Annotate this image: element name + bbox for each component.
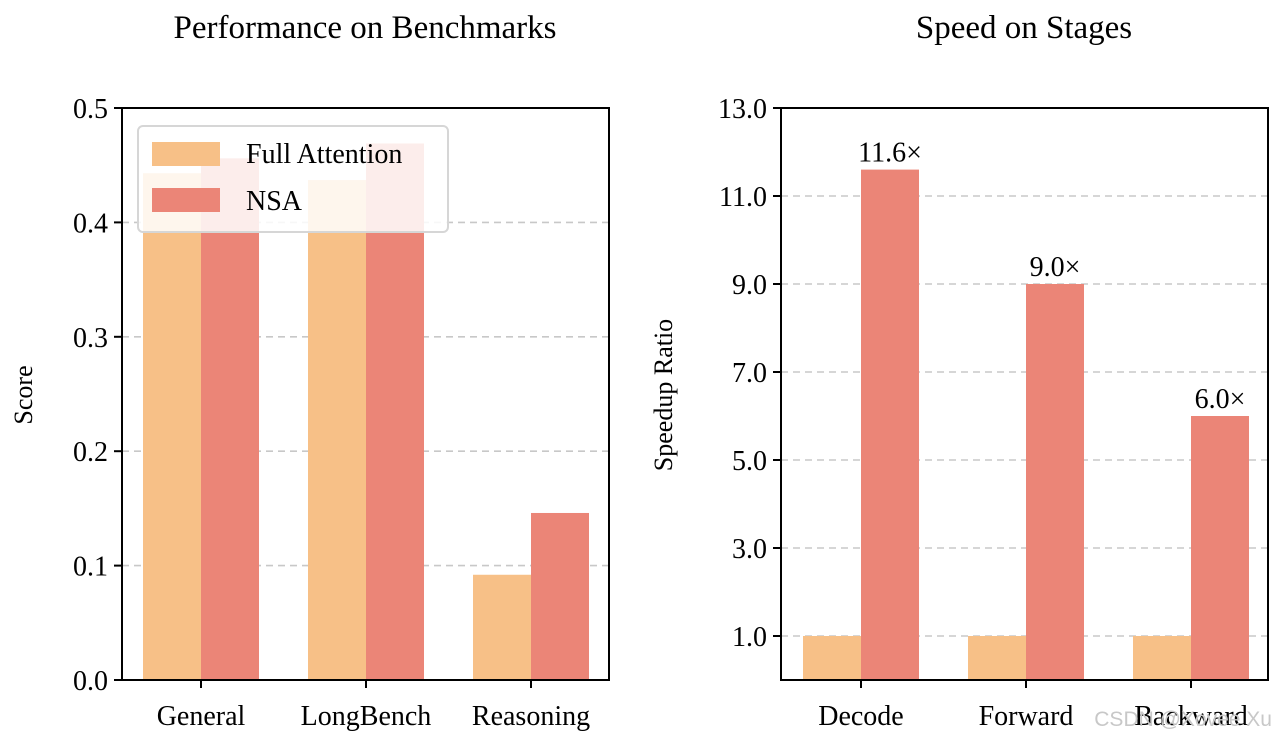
bar-nsa (1191, 416, 1249, 680)
bar-full-attention (1133, 636, 1191, 680)
y-ticks: 1.0 3.0 5.0 7.0 9.0 11.0 13.0 (718, 94, 781, 653)
y-tick-label: 13.0 (718, 94, 767, 125)
bar-nsa (531, 512, 589, 680)
x-tick-label: Decode (818, 701, 904, 732)
y-tick-label: 0.3 (73, 323, 108, 354)
x-tick-label: Backward (1134, 701, 1248, 732)
y-axis-label: Speedup Ratio (649, 319, 678, 471)
y-tick-label: 0.5 (73, 94, 108, 125)
data-label: 6.0× (1195, 384, 1246, 415)
bar-full-attention (308, 180, 366, 680)
legend-label-full-attention: Full Attention (246, 139, 402, 170)
bar-full-attention (803, 636, 861, 680)
chart-performance: Performance on Benchmarks Score 0.00.10.… (9, 10, 610, 732)
y-tick-label: 1.0 (732, 622, 767, 653)
data-label: 9.0× (1030, 252, 1081, 283)
x-tick-label: LongBench (301, 701, 432, 732)
y-ticks: 0.0 0.1 0.2 0.3 0.4 0.5 (73, 94, 122, 697)
y-tick-label: 9.0 (732, 270, 767, 301)
bar-full-attention (143, 173, 201, 680)
y-tick-label: 0.0 (73, 666, 108, 697)
chart-speed: Speed on Stages Speedup Ratio 11.6× 9.0× 6… (649, 10, 1269, 732)
watermark: CSDN @Xovee Xu (1094, 708, 1272, 731)
bar-nsa (1026, 284, 1084, 680)
x-tick-label: Reasoning (472, 701, 590, 732)
bar-full-attention (968, 636, 1026, 680)
y-axis-label: Score (9, 365, 38, 424)
chart-title: Speed on Stages (916, 10, 1132, 46)
legend-label-nsa: NSA (246, 186, 303, 217)
legend-swatch-nsa (152, 188, 220, 212)
y-tick-label: 3.0 (732, 534, 767, 565)
y-tick-label: 5.0 (732, 446, 767, 477)
legend-swatch-full-attention (152, 142, 220, 166)
chart-title: Performance on Benchmarks (173, 10, 556, 46)
y-tick-label: 7.0 (732, 358, 767, 389)
x-tick-label: Forward (979, 701, 1074, 732)
y-tick-label: 0.1 (73, 552, 108, 583)
y-tick-label: 0.2 (73, 437, 108, 468)
x-ticks: General LongBench Reasoning (157, 680, 590, 732)
y-tick-label: 0.4 (73, 208, 108, 239)
data-label: 11.6× (858, 138, 922, 169)
bar-nsa (861, 169, 919, 680)
bars (803, 169, 1249, 680)
x-ticks: Decode Forward Backward (818, 680, 1248, 732)
plot-frame (780, 107, 1269, 681)
bar-nsa (201, 158, 259, 680)
bar-full-attention (473, 574, 531, 680)
y-tick-label: 11.0 (719, 182, 767, 213)
x-tick-label: General (157, 701, 246, 732)
data-labels: 11.6× 9.0× 6.0× (858, 138, 1245, 415)
legend: Full Attention NSA (137, 125, 449, 233)
